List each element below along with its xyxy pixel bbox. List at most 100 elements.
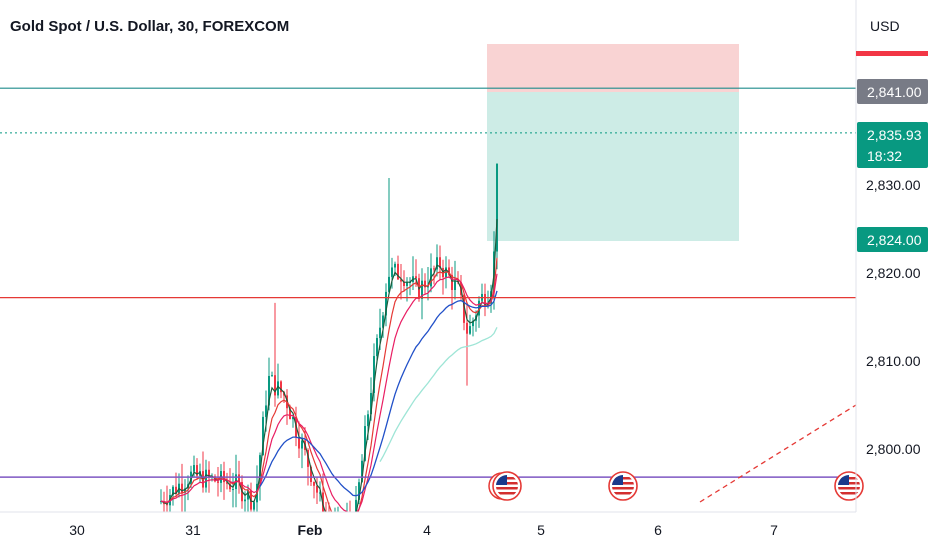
y-tick-label-3: 2,830.00 [866, 177, 921, 193]
ema-fast-line [160, 219, 498, 512]
candle-body [496, 163, 498, 252]
candle-body [466, 322, 468, 334]
ema-blue-line [259, 290, 498, 497]
candle-body [406, 282, 408, 286]
candle-body [277, 381, 279, 396]
currency-underline [856, 51, 928, 56]
price-badge-bg-2 [857, 227, 928, 252]
x-tick-label-4: 5 [537, 522, 545, 538]
candle-body [427, 286, 429, 288]
ema-pink-line [160, 273, 498, 512]
candle-body [364, 426, 366, 461]
candle-body [340, 520, 342, 530]
countdown-timer: 18:32 [867, 148, 902, 164]
take-profit-zone[interactable] [487, 92, 739, 241]
candle-body [385, 291, 387, 316]
candle-body [451, 274, 453, 291]
candle-body [358, 482, 360, 500]
time-axis[interactable]: 30 31 Feb 4 5 6 7 [69, 522, 778, 538]
candle-body [337, 520, 339, 527]
candle-body [193, 465, 195, 472]
us-flag-icon[interactable] [834, 471, 864, 501]
candle-body [436, 257, 438, 270]
candle-body [346, 519, 348, 526]
candle-body [172, 486, 174, 496]
x-tick-label-5: 6 [654, 522, 662, 538]
candle-body [334, 527, 336, 538]
candle-body [310, 466, 312, 483]
event-markers[interactable] [488, 471, 864, 501]
price-axis[interactable]: 2,800.00 2,810.00 2,820.00 2,830.00 [866, 177, 921, 457]
candle-body [232, 489, 234, 491]
candle-body [331, 534, 333, 537]
ema-red-line [160, 257, 498, 512]
y-tick-label-0: 2,800.00 [866, 441, 921, 457]
candle-body [217, 481, 219, 483]
x-tick-label-6: 7 [770, 522, 778, 538]
currency-label[interactable]: USD [870, 18, 900, 34]
candle-body [415, 276, 417, 279]
trend-projection-line[interactable] [699, 404, 857, 503]
candle-body [298, 437, 300, 449]
ema-cyan-line [379, 327, 498, 463]
candle-body [403, 281, 405, 286]
candle-body [454, 280, 456, 291]
candle-body [307, 449, 309, 467]
candle-body [205, 469, 207, 488]
candle-body [343, 526, 345, 531]
candle-body [376, 338, 378, 357]
price-badges: 2,841.00 2,835.93 18:32 2,824.00 [857, 79, 928, 252]
candle-body [391, 267, 393, 277]
price-badge-bg-0 [857, 79, 928, 104]
candle-body [325, 521, 327, 523]
candle-body [421, 280, 423, 299]
candle-body [181, 483, 183, 493]
moving-averages [160, 219, 498, 512]
candle-body [373, 356, 375, 393]
candle-body [226, 482, 228, 484]
candle-body [208, 469, 210, 477]
candle-body [439, 257, 441, 268]
candle-body [274, 375, 276, 396]
x-tick-label-2: Feb [298, 522, 323, 538]
candle-body [175, 486, 177, 494]
candle-body [238, 474, 240, 483]
candle-body [361, 460, 363, 483]
x-tick-label-1: 31 [185, 522, 201, 538]
candle-body [397, 263, 399, 280]
candle-body [469, 326, 471, 334]
x-tick-label-3: 4 [423, 522, 431, 538]
candle-body [349, 519, 351, 524]
candle-body [313, 482, 315, 486]
y-tick-label-2: 2,820.00 [866, 265, 921, 281]
candle-body [268, 375, 270, 406]
candle-body [196, 465, 198, 476]
price-badge-2: 2,824.00 [867, 232, 922, 248]
candle-body [253, 502, 255, 510]
candle-body [433, 268, 435, 270]
price-badge-bg-1 [857, 122, 928, 168]
candle-body [400, 279, 402, 282]
candle-body [379, 327, 381, 339]
candle-body [271, 375, 273, 377]
candle-body [262, 416, 264, 456]
x-tick-label-0: 30 [69, 522, 85, 538]
candle-body [367, 414, 369, 427]
y-tick-label-1: 2,810.00 [866, 353, 921, 369]
candle-body [316, 485, 318, 493]
candle-body [394, 263, 396, 268]
candle-body [229, 483, 231, 490]
candle-body [247, 490, 249, 500]
candle-body [388, 276, 390, 292]
candle-body [166, 504, 168, 506]
stop-loss-zone[interactable] [487, 44, 739, 92]
candle-body [448, 267, 450, 275]
us-flag-icon[interactable] [488, 471, 522, 501]
candle-body [244, 499, 246, 502]
candle-body [382, 315, 384, 328]
candle-body [472, 320, 474, 327]
us-flag-icon[interactable] [608, 471, 638, 501]
candle-body [328, 523, 330, 534]
